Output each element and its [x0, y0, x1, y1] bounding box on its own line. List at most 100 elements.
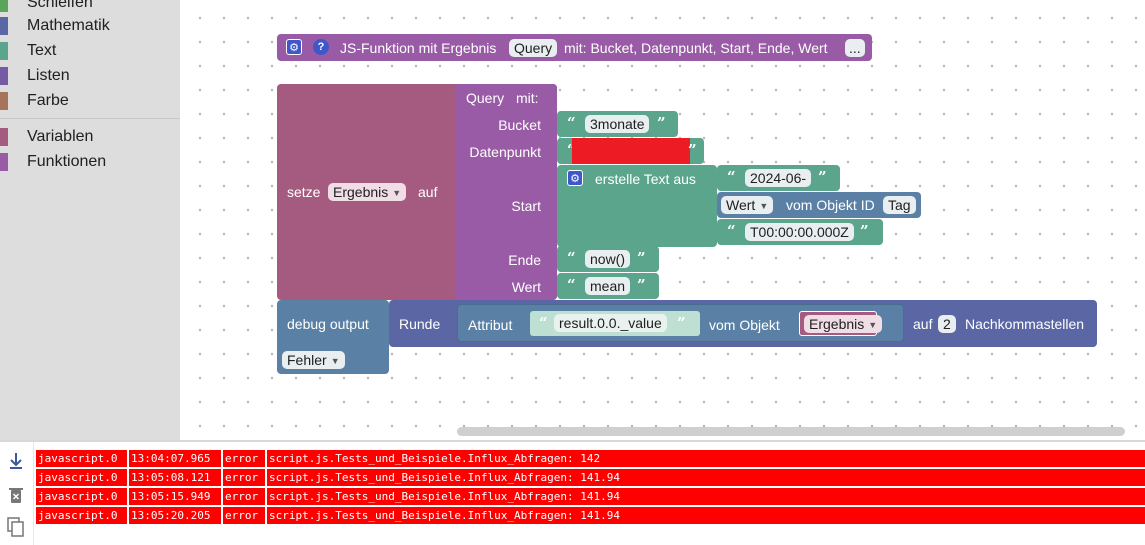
- log-row[interactable]: javascript.0 13:05:20.205 error script.j…: [36, 507, 1145, 524]
- log-message: script.js.Tests_und_Beispiele.Influx_Abf…: [267, 450, 1145, 467]
- log-time: 13:05:08.121: [129, 469, 221, 486]
- dropdown-arrow-icon: ▼: [330, 356, 340, 366]
- text-block-wert[interactable]: “ mean ”: [557, 273, 659, 299]
- decimals-field[interactable]: 2: [938, 315, 956, 333]
- horizontal-scrollbar[interactable]: [457, 427, 1125, 436]
- open-quote-icon: “: [567, 249, 576, 267]
- gear-icon[interactable]: ⚙: [567, 170, 583, 186]
- log-message: script.js.Tests_und_Beispiele.Influx_Abf…: [267, 488, 1145, 505]
- help-icon[interactable]: ?: [313, 39, 329, 55]
- log-source: javascript.0: [36, 488, 127, 505]
- close-quote-icon: ”: [688, 141, 697, 159]
- category-label: Text: [27, 42, 57, 59]
- category-swatch: [0, 153, 8, 171]
- dropdown-arrow-icon: ▼: [759, 201, 769, 211]
- close-quote-icon: ”: [637, 249, 646, 267]
- category-label: Funktionen: [27, 153, 107, 170]
- create-text-block[interactable]: ⚙ erstelle Text aus: [557, 165, 717, 247]
- category-label: Listen: [27, 67, 70, 84]
- create-text-title: erstelle Text aus: [595, 171, 696, 187]
- text-block-part3[interactable]: “ T00:00:00.000Z ”: [717, 219, 883, 245]
- param-label-ende: Ende: [508, 252, 541, 268]
- function-definition-block[interactable]: ⚙ ? JS-Funktion mit Ergebnis Query mit: …: [277, 34, 872, 61]
- log-level-dropdown[interactable]: Fehler ▼: [282, 351, 345, 369]
- category-label: Schleifen: [27, 0, 93, 11]
- text-block-part1[interactable]: “ 2024-06- ”: [717, 165, 840, 191]
- log-time: 13:05:20.205: [129, 507, 221, 524]
- category-swatch: [0, 42, 8, 60]
- toolbox-separator: [0, 118, 180, 119]
- log-message: script.js.Tests_und_Beispiele.Influx_Abf…: [267, 507, 1145, 524]
- close-quote-icon: ”: [657, 114, 666, 132]
- log-level: error: [223, 469, 265, 486]
- set-label: setze: [287, 184, 321, 200]
- blockly-workspace[interactable]: ⚙ ? JS-Funktion mit Ergebnis Query mit: …: [180, 0, 1145, 440]
- ende-value-field[interactable]: now(): [585, 250, 631, 268]
- part1-value-field[interactable]: 2024-06-: [745, 169, 812, 187]
- log-panel: javascript.0 13:04:07.965 error script.j…: [0, 440, 1145, 545]
- on-label: auf: [418, 184, 438, 200]
- gear-icon[interactable]: ⚙: [286, 39, 302, 55]
- log-source: javascript.0: [36, 507, 127, 524]
- log-message: script.js.Tests_und_Beispiele.Influx_Abf…: [267, 469, 1145, 486]
- log-source: javascript.0: [36, 450, 127, 467]
- on-label: auf: [913, 316, 933, 332]
- object-var-dropdown[interactable]: Ergebnis ▼: [804, 315, 883, 333]
- variable-getter-block[interactable]: Ergebnis ▼: [799, 311, 883, 336]
- function-title: JS-Funktion mit Ergebnis: [340, 40, 497, 56]
- call-name: Query: [466, 90, 505, 106]
- blockly-toolbox: Schleifen Mathematik Text Listen Farbe V…: [0, 0, 180, 440]
- category-label: Farbe: [27, 92, 69, 109]
- call-with-label: mit:: [516, 90, 539, 106]
- function-call-block[interactable]: Query mit: Bucket Datenpunkt Start Ende …: [455, 84, 557, 300]
- dropdown-arrow-icon: ▼: [392, 188, 402, 198]
- attribute-block[interactable]: Attribut “ result.0.0._value ” vom Objek…: [457, 304, 904, 342]
- function-params: mit: Bucket, Datenpunkt, Start, Ende, We…: [564, 40, 828, 56]
- open-quote-icon: “: [727, 168, 736, 186]
- of-object-label: vom Objekt: [709, 317, 780, 333]
- log-row[interactable]: javascript.0 13:04:07.965 error script.j…: [36, 450, 1145, 467]
- trash-icon[interactable]: [7, 486, 25, 504]
- debug-output-block[interactable]: debug output Fehler ▼: [277, 300, 389, 374]
- category-swatch: [0, 128, 8, 146]
- close-quote-icon: ”: [677, 314, 686, 332]
- part3-value-field[interactable]: T00:00:00.000Z: [745, 223, 854, 241]
- wert-value-field[interactable]: mean: [585, 277, 631, 295]
- copy-icon[interactable]: [7, 517, 25, 537]
- get-state-block[interactable]: Wert ▼ vom Objekt ID Tag: [717, 192, 921, 218]
- state-attr-name: Wert: [726, 197, 756, 213]
- object-var-name: Ergebnis: [809, 316, 865, 332]
- log-time: 13:04:07.965: [129, 450, 221, 467]
- category-label: Mathematik: [27, 17, 110, 34]
- param-label-bucket: Bucket: [498, 117, 541, 133]
- object-id-field[interactable]: Tag: [883, 196, 916, 214]
- log-toolbar: [0, 442, 34, 545]
- text-block-bucket[interactable]: “ 3monate ”: [557, 111, 678, 137]
- attr-text-block[interactable]: “ result.0.0._value ”: [530, 311, 700, 336]
- close-quote-icon: ”: [637, 276, 646, 294]
- bucket-value-field[interactable]: 3monate: [585, 115, 650, 133]
- state-attr-dropdown[interactable]: Wert ▼: [721, 196, 774, 214]
- open-quote-icon: “: [567, 114, 576, 132]
- log-time: 13:05:15.949: [129, 488, 221, 505]
- round-label: Runde: [399, 316, 441, 332]
- category-swatch: [0, 67, 8, 85]
- download-icon[interactable]: [7, 452, 25, 470]
- log-row[interactable]: javascript.0 13:05:15.949 error script.j…: [36, 488, 1145, 505]
- debug-title: debug output: [287, 316, 369, 332]
- category-label: Variablen: [27, 128, 94, 145]
- variable-name: Ergebnis: [333, 184, 389, 200]
- more-params-field[interactable]: ...: [845, 39, 865, 57]
- variable-dropdown[interactable]: Ergebnis ▼: [328, 183, 407, 201]
- log-row[interactable]: javascript.0 13:05:08.121 error script.j…: [36, 469, 1145, 486]
- param-label-wert: Wert: [511, 279, 541, 295]
- text-block-ende[interactable]: “ now() ”: [557, 246, 659, 272]
- log-level: error: [223, 450, 265, 467]
- text-block-datenpunkt[interactable]: “ ”: [557, 138, 704, 164]
- log-level-name: Fehler: [287, 352, 327, 368]
- attr-path-field[interactable]: result.0.0._value: [554, 314, 667, 332]
- log-source: javascript.0: [36, 469, 127, 486]
- close-quote-icon: ”: [860, 222, 869, 240]
- function-name-field[interactable]: Query: [509, 39, 558, 57]
- category-swatch: [0, 0, 8, 12]
